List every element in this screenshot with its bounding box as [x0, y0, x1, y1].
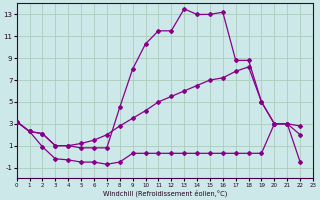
X-axis label: Windchill (Refroidissement éolien,°C): Windchill (Refroidissement éolien,°C) — [103, 189, 227, 197]
